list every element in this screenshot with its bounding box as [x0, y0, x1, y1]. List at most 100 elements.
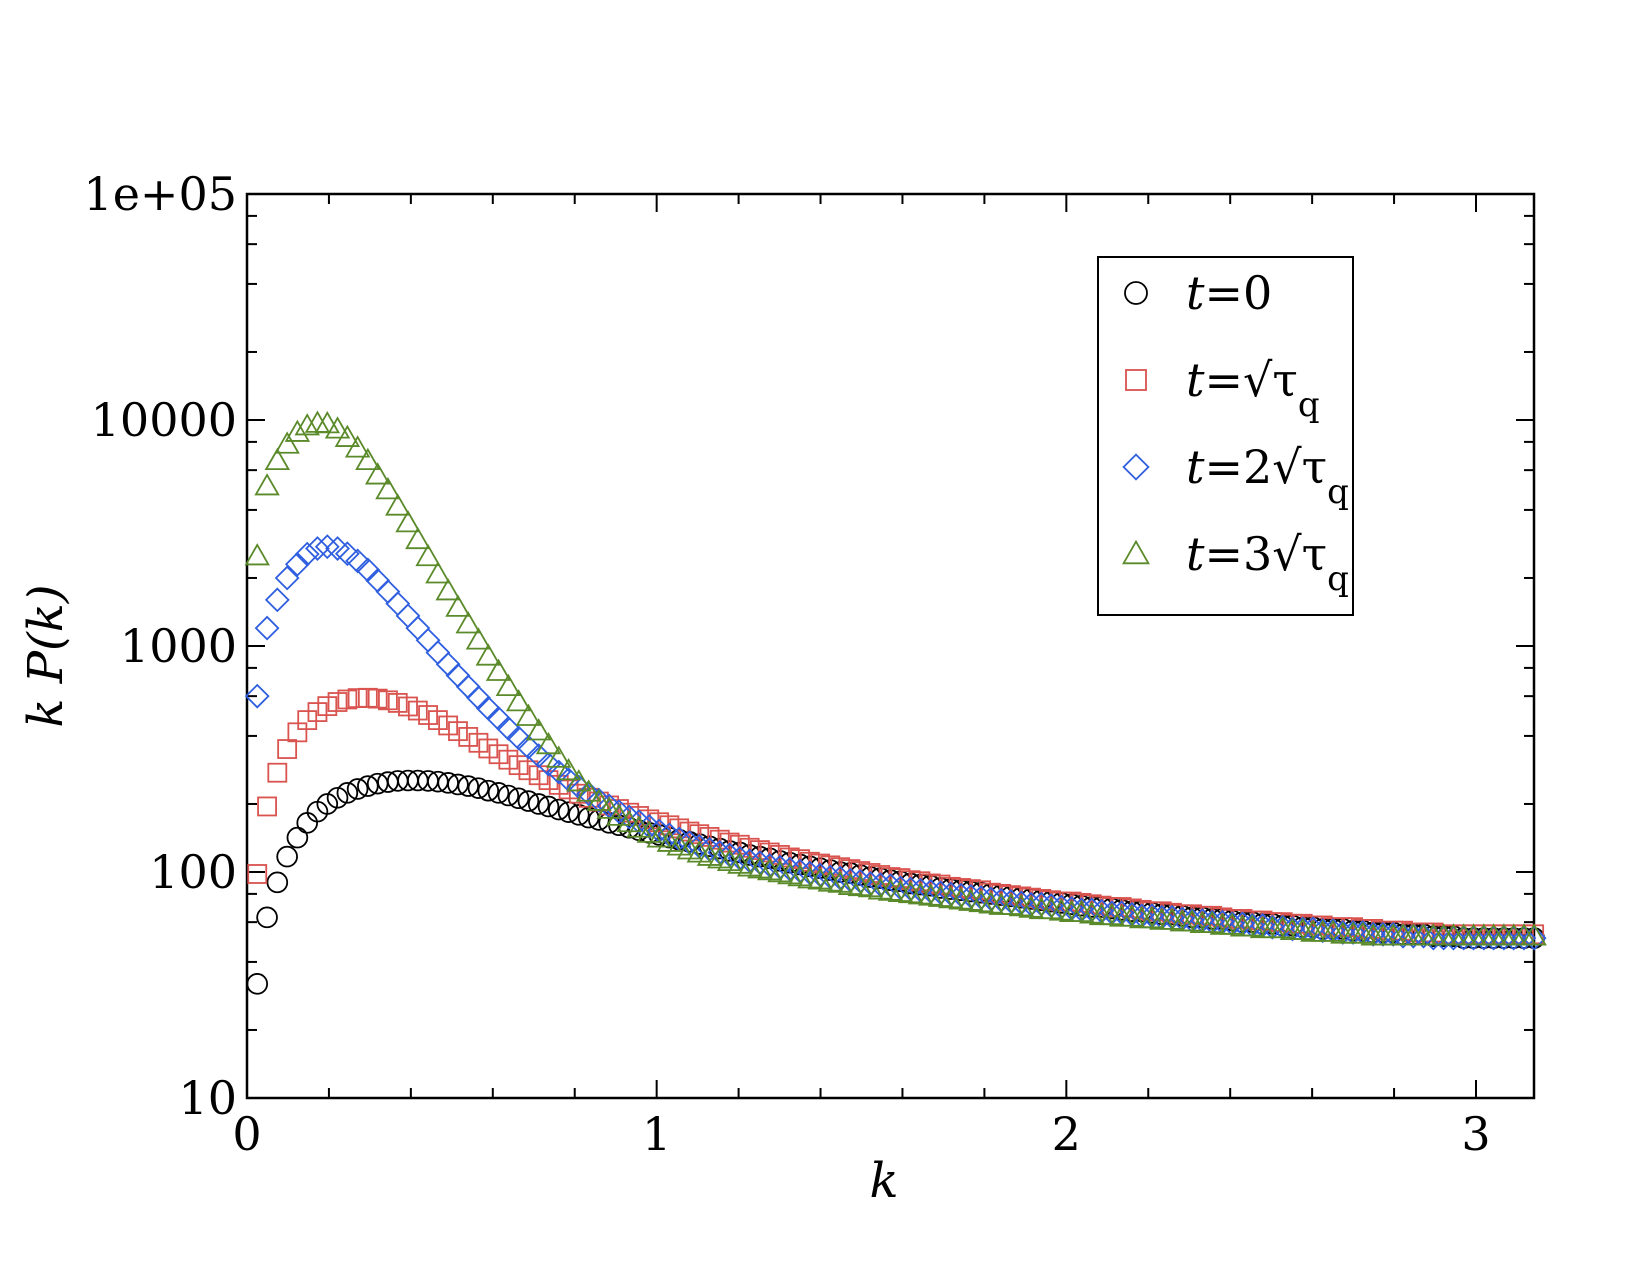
data-point — [314, 534, 340, 560]
data-point — [1521, 925, 1547, 951]
data-point — [1521, 923, 1547, 946]
data-point — [646, 825, 672, 848]
data-point — [537, 795, 560, 818]
data-point — [546, 745, 572, 768]
x-tick-label: 2 — [1052, 1107, 1081, 1161]
data-point — [1441, 925, 1466, 951]
data-point — [518, 760, 539, 781]
data-point — [435, 651, 461, 677]
data-point — [314, 411, 341, 434]
data-point — [334, 541, 360, 567]
data-point — [274, 565, 300, 591]
legend-label: t=√τq — [1186, 353, 1320, 425]
data-point — [256, 906, 278, 929]
legend-marker — [1125, 369, 1147, 391]
data-point — [375, 579, 401, 605]
legend-marker — [1124, 281, 1148, 305]
series-triangle — [244, 410, 1547, 946]
data-point — [326, 786, 349, 809]
data-point — [636, 820, 663, 843]
data-point — [294, 413, 320, 436]
data-point — [367, 688, 388, 709]
data-point — [526, 743, 552, 769]
data-point — [294, 541, 320, 567]
data-point — [264, 447, 291, 471]
legend-box — [1097, 256, 1354, 616]
data-point — [1451, 925, 1477, 951]
data-point — [455, 674, 481, 700]
data-point — [458, 727, 479, 747]
data-point — [475, 643, 502, 666]
legend-label: t=3√τq — [1186, 527, 1349, 599]
data-point — [425, 640, 451, 666]
data-point — [485, 658, 512, 681]
data-point — [425, 561, 451, 584]
data-point — [505, 689, 532, 712]
data-point — [546, 759, 572, 785]
data-point — [395, 510, 421, 533]
data-point — [355, 447, 381, 471]
x-tick-label: 0 — [232, 1107, 261, 1161]
data-point — [267, 762, 288, 783]
data-point — [316, 793, 339, 815]
data-point — [447, 773, 469, 796]
data-point — [286, 826, 309, 849]
data-point — [246, 973, 269, 995]
data-point — [445, 594, 471, 617]
data-point — [364, 462, 391, 485]
data-point — [1420, 925, 1446, 951]
data-point — [626, 815, 652, 838]
data-point — [457, 775, 480, 797]
data-point — [346, 778, 369, 800]
data-point — [365, 568, 391, 593]
axis-ticks — [246, 193, 1534, 1099]
data-point — [1501, 925, 1527, 951]
data-point — [1393, 920, 1413, 941]
data-point — [517, 790, 540, 812]
data-point — [527, 793, 550, 815]
data-point — [497, 784, 520, 807]
data-point — [284, 419, 311, 442]
data-point — [276, 845, 298, 868]
data-point — [385, 591, 411, 617]
data-point — [507, 787, 530, 810]
x-tick-label: 1 — [642, 1107, 671, 1161]
data-point — [487, 782, 510, 804]
data-point — [1282, 913, 1303, 934]
data-point — [435, 578, 461, 601]
data-point — [405, 615, 431, 641]
data-point — [337, 689, 358, 710]
data-point — [395, 603, 421, 629]
y-tick-label: 1000 — [120, 619, 237, 673]
data-point — [254, 615, 280, 641]
data-point — [297, 710, 318, 731]
data-point — [1262, 912, 1283, 933]
data-point — [254, 473, 280, 496]
legend-label: t=0 — [1186, 266, 1272, 320]
data-point — [525, 718, 552, 741]
data-point — [1400, 923, 1426, 949]
data-point — [1461, 925, 1486, 951]
data-point — [445, 663, 471, 688]
data-point — [244, 683, 270, 709]
legend-marker — [1122, 453, 1150, 481]
data-point — [357, 775, 379, 797]
data-point — [1481, 925, 1507, 951]
data-point — [515, 703, 542, 726]
tick-labels: 0 1 2 3 10 100 1000 10000 1e+05 — [83, 167, 1490, 1161]
data-point — [1312, 915, 1333, 936]
x-axis-title: k — [869, 1153, 898, 1209]
data-point — [324, 416, 351, 439]
data-point — [466, 685, 491, 711]
data-point — [1491, 925, 1517, 951]
data-point — [1390, 923, 1416, 949]
data-point — [296, 812, 319, 834]
y-tick-label: 1e+05 — [83, 167, 237, 221]
data-point — [284, 551, 310, 577]
data-point — [616, 809, 642, 833]
data-point — [428, 710, 448, 731]
data-point — [535, 731, 562, 755]
y-axis-title: k P(k) — [18, 584, 74, 727]
data-point — [266, 871, 289, 894]
